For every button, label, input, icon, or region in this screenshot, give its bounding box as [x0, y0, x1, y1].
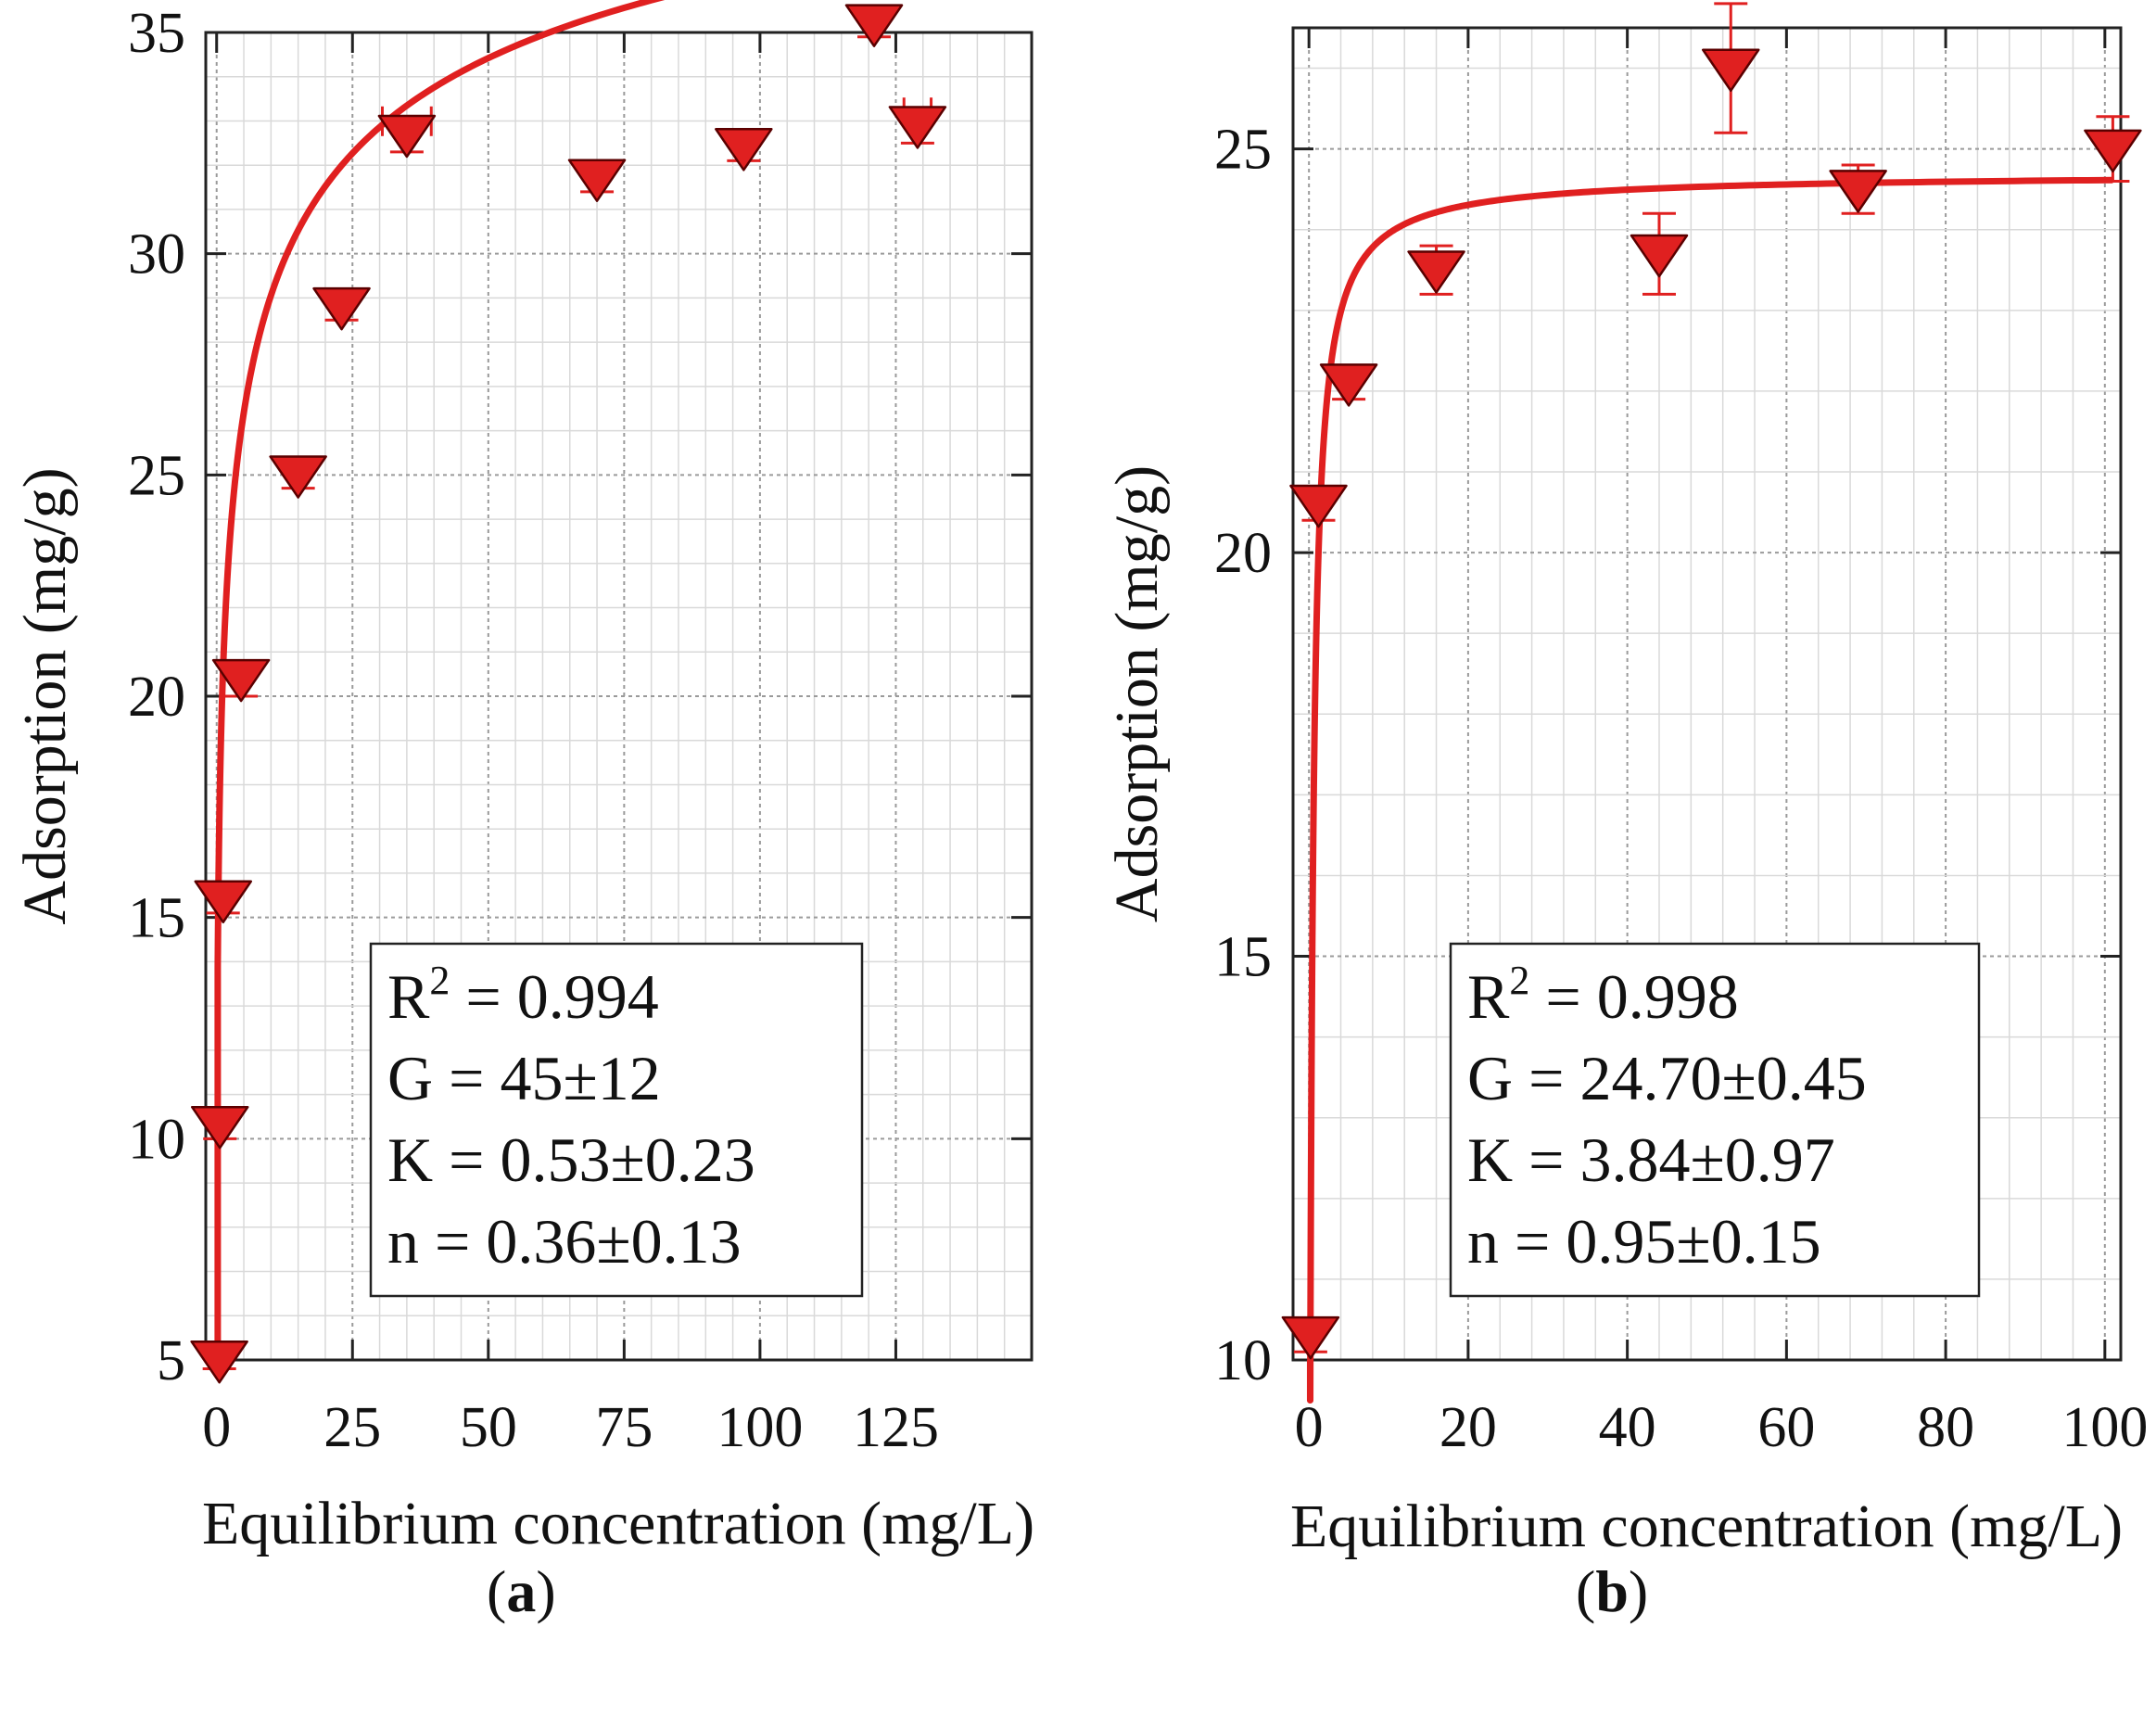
- x-axis-label: Equilibrium concentration (mg/L): [1290, 1493, 2123, 1560]
- x-tick-label: 40: [1599, 1396, 1656, 1459]
- data-point: [211, 658, 271, 703]
- x-tick-label: 50: [460, 1396, 517, 1459]
- fit-curve: [214, 0, 666, 1360]
- annotation-line: G = 45±12: [387, 1043, 661, 1113]
- panel-label-a: (a): [487, 1558, 556, 1624]
- annotation-r2: R2 = 0.994: [387, 958, 659, 1032]
- y-axis-label: Adsorption (mg/g): [11, 467, 79, 924]
- y-tick-label: 30: [128, 223, 185, 286]
- data-point: [1281, 1315, 1340, 1360]
- marker-triangle: [1289, 484, 1348, 528]
- x-tick-label: 100: [717, 1396, 803, 1459]
- x-tick-label: 25: [323, 1396, 381, 1459]
- data-point: [715, 128, 773, 172]
- y-tick-label: 5: [157, 1329, 185, 1392]
- y-tick-label: 15: [1214, 926, 1272, 989]
- marker-triangle: [1630, 234, 1689, 278]
- data-point: [888, 97, 947, 149]
- x-tick-label: 75: [595, 1396, 653, 1459]
- x-tick-label: 0: [1295, 1396, 1324, 1459]
- annotation-line: G = 24.70±0.45: [1467, 1043, 1867, 1113]
- annotation-box: R2 = 0.994 G = 45±12 K = 0.53±0.23 n = 0.36…: [369, 942, 864, 1298]
- data-point: [377, 106, 437, 159]
- y-tick-label: 15: [128, 887, 185, 950]
- marker-triangle: [269, 455, 327, 499]
- x-axis-label: Equilibrium concentration (mg/L): [202, 1490, 1034, 1557]
- data-point: [190, 1105, 249, 1150]
- chart-b: 0 20 40 60 80 100 10 15 20 25 Equilibrium concentr…: [1103, 2, 2148, 1560]
- panel-label-b: (b): [1576, 1558, 1649, 1624]
- data-point: [1289, 484, 1348, 528]
- data-point: [190, 1340, 248, 1384]
- annotation-box: R2 = 0.998 G = 24.70±0.45 K = 3.84±0.97 n =…: [1449, 942, 1981, 1298]
- marker-triangle: [1407, 250, 1465, 294]
- data-point: [844, 4, 904, 47]
- marker-triangle: [194, 880, 253, 924]
- data-point: [1319, 363, 1378, 407]
- marker-triangle: [1281, 1315, 1340, 1360]
- x-tick-label: 80: [1917, 1396, 1974, 1459]
- data-point: [1702, 2, 1760, 134]
- chart-a: 0 25 50 75 100 125 5 10 15 20 25 30 35 Equilibrium co…: [11, 0, 1034, 1557]
- axis-ticks: 0 25 50 75 100 125 5 10 15 20 25 30 35: [128, 2, 1032, 1459]
- marker-triangle: [1319, 363, 1378, 407]
- y-tick-label: 10: [128, 1108, 185, 1171]
- annotation-frame: [369, 942, 864, 1298]
- marker-triangle: [190, 1340, 248, 1384]
- marker-triangle: [888, 106, 947, 149]
- data-point: [194, 880, 253, 924]
- data-point: [1829, 163, 1887, 215]
- y-axis-label: Adsorption (mg/g): [1103, 465, 1171, 922]
- marker-triangle: [377, 114, 437, 159]
- annotation-r2: R2 = 0.998: [1467, 958, 1739, 1032]
- y-tick-label: 25: [1214, 119, 1272, 182]
- annotation-line: K = 0.53±0.23: [387, 1124, 755, 1195]
- plot-frame: [1291, 26, 2123, 1362]
- marker-triangle: [1829, 170, 1887, 213]
- annotation-line: n = 0.36±0.13: [387, 1206, 742, 1277]
- axis-ticks: 0 20 40 60 80 100 10 15 20 25: [1214, 28, 2148, 1459]
- data-point: [1407, 244, 1465, 296]
- data-point: [269, 455, 327, 499]
- x-tick-label: 125: [853, 1396, 939, 1459]
- annotation-frame: [1449, 942, 1981, 1298]
- marker-triangle: [2084, 129, 2142, 173]
- y-tick-label: 35: [128, 2, 185, 65]
- marker-triangle: [1702, 48, 1760, 92]
- x-tick-label: 100: [2061, 1396, 2148, 1459]
- marker-triangle: [312, 286, 371, 331]
- data-point: [2084, 115, 2142, 183]
- y-tick-label: 10: [1214, 1329, 1272, 1392]
- x-tick-label: 20: [1439, 1396, 1497, 1459]
- x-tick-label: 60: [1757, 1396, 1815, 1459]
- x-tick-label: 0: [202, 1396, 231, 1459]
- annotation-line: K = 3.84±0.97: [1467, 1124, 1835, 1195]
- y-tick-label: 20: [1214, 522, 1272, 585]
- fit-curve: [1306, 176, 2113, 1404]
- marker-triangle: [567, 159, 627, 202]
- data-point: [1630, 211, 1689, 296]
- marker-triangle: [211, 658, 271, 703]
- data-point: [567, 159, 627, 202]
- y-tick-label: 25: [128, 444, 185, 507]
- y-tick-label: 20: [128, 666, 185, 729]
- marker-triangle: [715, 128, 773, 172]
- data-point: [312, 286, 371, 331]
- marker-triangle: [190, 1105, 249, 1150]
- annotation-line: n = 0.95±0.15: [1467, 1206, 1821, 1277]
- marker-triangle: [844, 4, 904, 47]
